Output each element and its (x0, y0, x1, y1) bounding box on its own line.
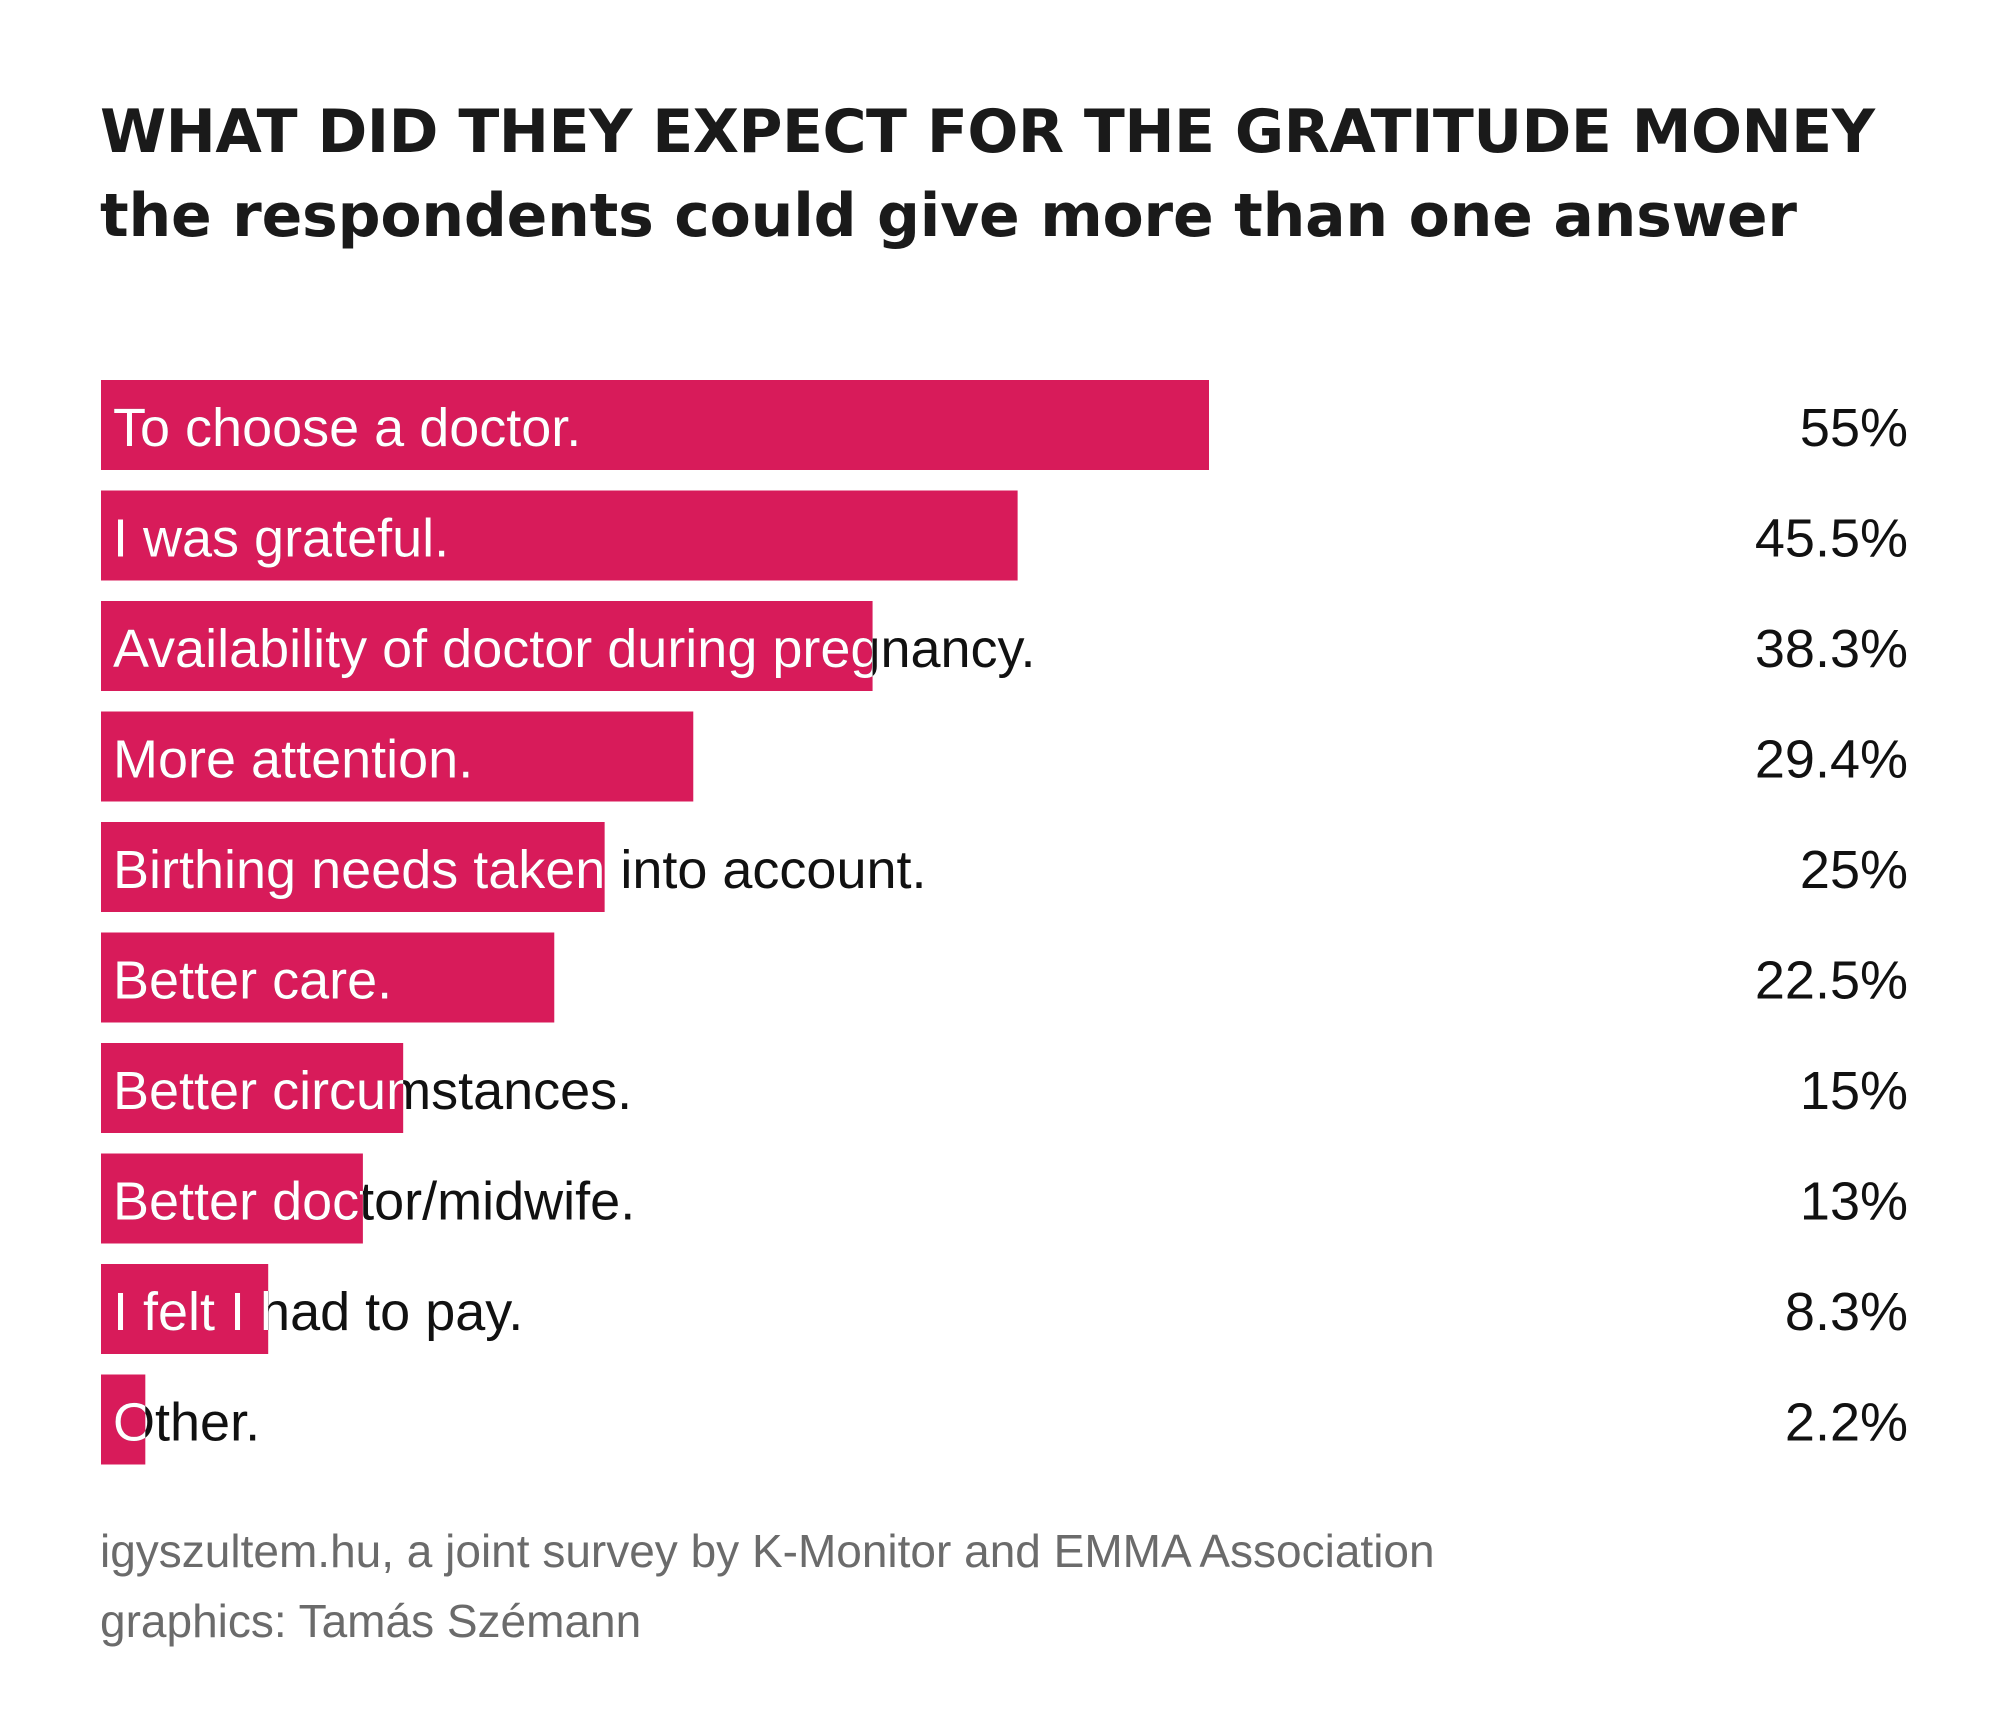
value-label-4: 25% (1800, 840, 1908, 900)
category-label-1: I was grateful. (113, 509, 449, 569)
category-label-3: More attention. (113, 730, 473, 790)
value-label-0: 55% (1800, 398, 1908, 458)
value-label-1: 45.5% (1755, 509, 1908, 569)
bar-1 (101, 490, 1018, 581)
category-label-overlay-5: Better care. (113, 951, 392, 1011)
bar-0 (101, 380, 1209, 470)
bar-8 (101, 1264, 269, 1354)
category-label-5: Better care. (113, 951, 392, 1011)
category-label-0: To choose a doctor. (113, 398, 581, 458)
bar-2 (101, 601, 873, 691)
graphics-credit: graphics: Tamás Szémann (100, 1595, 642, 1647)
category-label-overlay-4: Birthing needs taken into account. (113, 840, 927, 900)
value-label-7: 13% (1800, 1172, 1908, 1232)
category-label-4: Birthing needs taken into account. (113, 840, 927, 900)
bar-4 (101, 822, 605, 912)
bar-6 (101, 1043, 404, 1133)
category-label-7: Better doctor/midwife. (113, 1172, 635, 1232)
category-label-overlay-2: Availability of doctor during pregnancy. (113, 619, 1036, 679)
category-label-overlay-7: Better doctor/midwife. (113, 1172, 635, 1232)
value-label-6: 15% (1800, 1061, 1908, 1121)
category-label-overlay-3: More attention. (113, 730, 473, 790)
chart-subtitle: the respondents could give more than one… (100, 181, 1797, 251)
value-label-2: 38.3% (1755, 619, 1908, 679)
bar-3 (101, 711, 694, 802)
bar-5 (101, 932, 555, 1023)
category-label-6: Better circumstances. (113, 1061, 632, 1121)
chart-title: WHAT DID THEY EXPECT FOR THE GRATITUDE M… (100, 97, 1875, 167)
category-label-2: Availability of doctor during pregnancy. (113, 619, 1036, 679)
source-note: igyszultem.hu, a joint survey by K-Monit… (100, 1525, 1435, 1577)
category-label-8: I felt I had to pay. (113, 1282, 523, 1342)
bar-9 (101, 1374, 146, 1465)
category-label-overlay-1: I was grateful. (113, 509, 449, 569)
category-label-overlay-9: Other. (113, 1393, 260, 1453)
bar-7 (101, 1153, 363, 1244)
value-label-9: 2.2% (1785, 1393, 1908, 1453)
value-label-8: 8.3% (1785, 1282, 1908, 1342)
category-label-overlay-0: To choose a doctor. (113, 398, 581, 458)
value-label-3: 29.4% (1755, 730, 1908, 790)
category-label-9: Other. (113, 1393, 260, 1453)
category-label-overlay-6: Better circumstances. (113, 1061, 632, 1121)
category-label-overlay-8: I felt I had to pay. (113, 1282, 523, 1342)
value-label-5: 22.5% (1755, 951, 1908, 1011)
